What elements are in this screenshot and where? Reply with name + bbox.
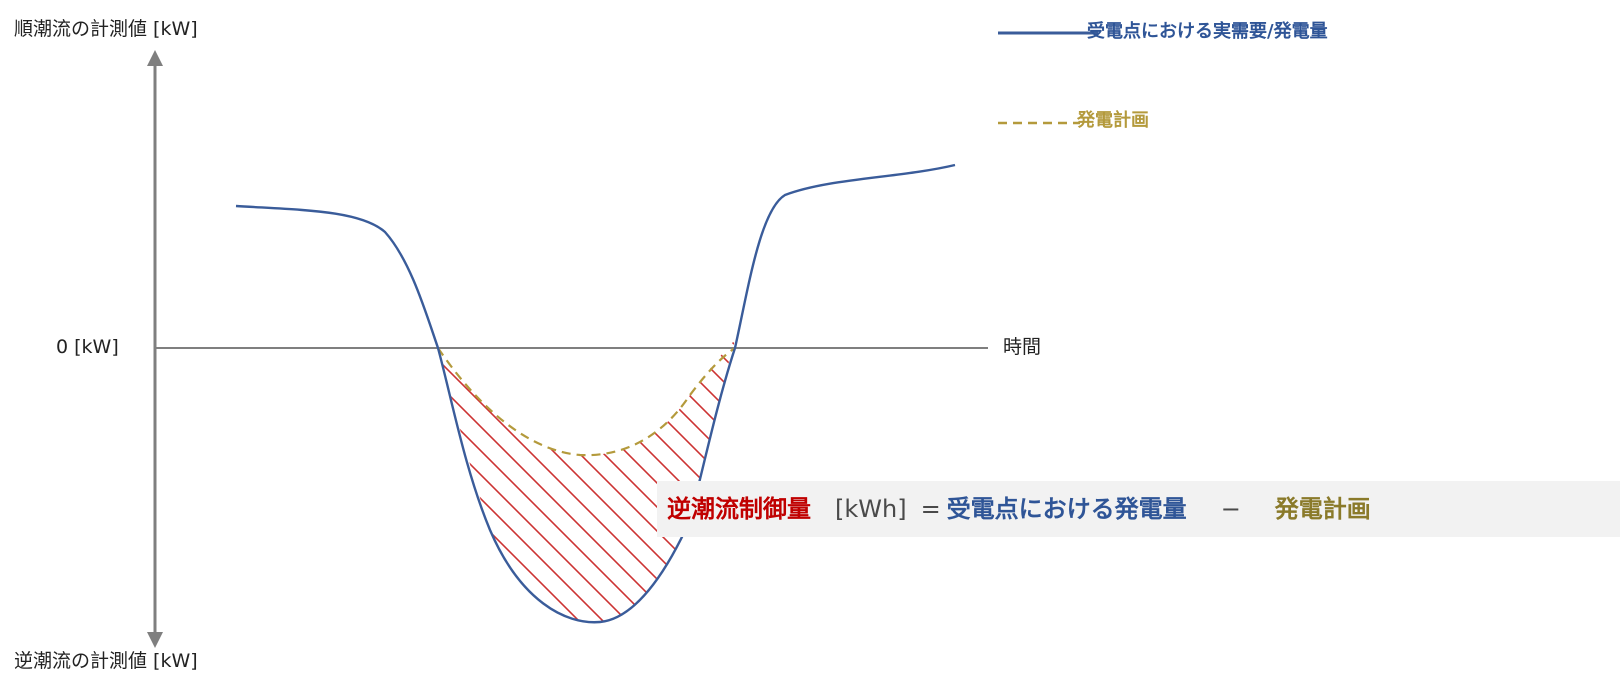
hatch-area bbox=[120, 330, 735, 630]
x-axis-label: 時間 bbox=[1003, 336, 1042, 358]
plan-curve bbox=[437, 347, 736, 457]
formula-generation: 受電点における発電量 bbox=[946, 495, 1187, 523]
hatch-line bbox=[438, 340, 613, 623]
hatch-line bbox=[438, 340, 541, 623]
legend-actual-label: 受電点における実需要/発電量 bbox=[1087, 21, 1328, 42]
y-axis-arrow-up bbox=[147, 50, 163, 66]
hatch-line bbox=[438, 340, 709, 623]
hatch-line bbox=[623, 340, 735, 623]
hatch-line bbox=[438, 340, 589, 623]
formula-box: 逆潮流制御量 [kWh] = 受電点における発電量 − 発電計画 bbox=[657, 481, 1620, 537]
hatch-line bbox=[719, 340, 735, 623]
hatch-line bbox=[438, 340, 733, 623]
y-axis-arrow-down bbox=[147, 632, 163, 648]
formula-unit: [kWh] bbox=[835, 495, 907, 523]
hatch-line bbox=[438, 340, 637, 623]
hatch-line bbox=[455, 340, 735, 623]
hatch-line bbox=[695, 340, 735, 623]
hatch-line bbox=[527, 340, 735, 623]
hatch-line bbox=[671, 340, 735, 623]
y-axis-bottom-label: 逆潮流の計測値 [kW] bbox=[14, 650, 198, 672]
y-axis-top-label: 順潮流の計測値 [kW] bbox=[14, 18, 198, 40]
hatch-line bbox=[438, 340, 445, 623]
actual-curve bbox=[235, 163, 956, 624]
hatch-line bbox=[120, 330, 420, 630]
hatch-line bbox=[438, 340, 469, 623]
legend-plan-label: 発電計画 bbox=[1077, 110, 1149, 131]
formula-minus: − bbox=[1220, 495, 1241, 523]
hatch-line bbox=[599, 340, 735, 623]
zero-label: 0 [kW] bbox=[56, 336, 119, 358]
formula-equals: = bbox=[920, 495, 941, 523]
hatch-line bbox=[438, 340, 493, 623]
formula-term: 逆潮流制御量 bbox=[667, 495, 811, 523]
hatch-line bbox=[438, 340, 565, 623]
formula-plan: 発電計画 bbox=[1274, 495, 1371, 523]
hatch-line bbox=[438, 340, 685, 623]
hatch-line bbox=[647, 340, 735, 623]
hatch-line bbox=[551, 340, 735, 623]
hatch-line bbox=[438, 340, 661, 623]
